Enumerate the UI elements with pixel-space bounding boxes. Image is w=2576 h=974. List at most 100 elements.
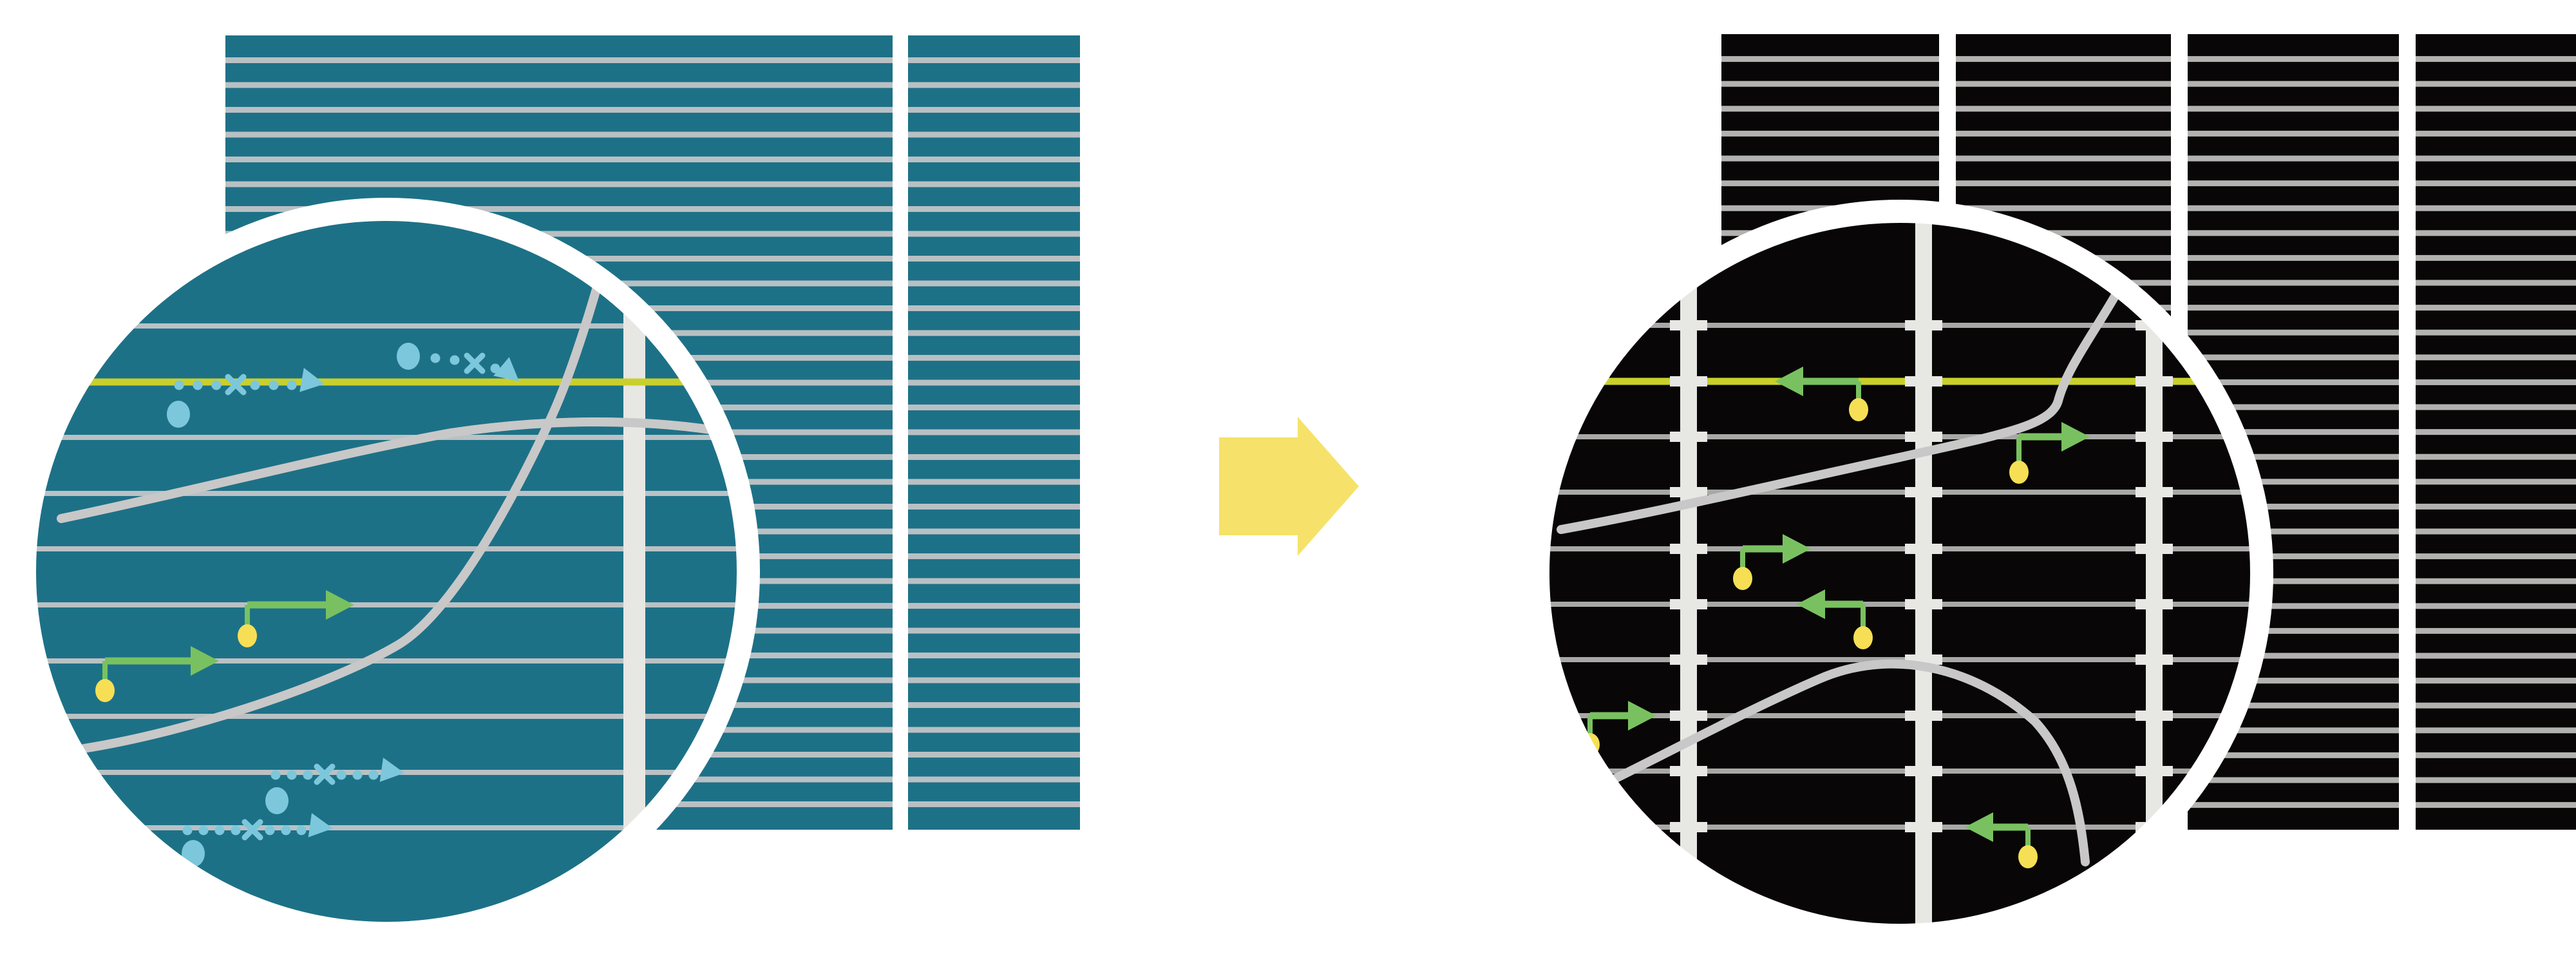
- finger-line: [2188, 130, 2399, 137]
- finger-line: [908, 479, 1080, 485]
- finger-line: [2416, 777, 2576, 783]
- electron-recombination-path: [265, 758, 404, 814]
- finger-line: [2188, 329, 2399, 336]
- green-arrowhead-icon: [1628, 701, 1656, 730]
- path-dot: [174, 380, 184, 390]
- green-arrowhead-icon: [1775, 367, 1803, 396]
- busbar-pad: [1905, 432, 1942, 442]
- finger-line: [2416, 503, 2576, 510]
- finger-line: [908, 454, 1080, 460]
- finger-line: [2188, 305, 2399, 311]
- busbar-pad: [1670, 766, 1707, 776]
- grain-boundary-curve: [1572, 659, 2090, 866]
- finger-line: [1956, 106, 2171, 112]
- finger-line: [2188, 727, 2399, 734]
- finger-line: [908, 603, 1080, 609]
- busbar: [2146, 222, 2163, 924]
- finger-line: [2416, 603, 2576, 609]
- finger-line: [2416, 553, 2576, 560]
- busbar-pad: [2136, 376, 2173, 387]
- x-mark-icon: [242, 819, 263, 841]
- magnified-finger-line: [35, 714, 737, 719]
- finger-line: [2416, 230, 2576, 236]
- finger-line: [908, 330, 1080, 336]
- finger-line: [2188, 503, 2399, 510]
- busbar-pad: [2136, 487, 2173, 497]
- finger-line: [908, 429, 1080, 435]
- path-dot: [193, 380, 203, 390]
- finger-line: [2188, 230, 2399, 236]
- finger-line: [2188, 702, 2399, 709]
- busbar-pad: [1670, 599, 1707, 609]
- path-dot: [430, 353, 440, 363]
- finger-line: [908, 206, 1080, 212]
- busbar: [1915, 222, 1932, 924]
- finger-line: [2416, 155, 2576, 162]
- magnified-finger-line: [1549, 323, 2251, 328]
- finger-line: [908, 231, 1080, 237]
- busbar-pad: [1905, 320, 1942, 330]
- finger-line: [2416, 429, 2576, 435]
- finger-line: [2416, 802, 2576, 808]
- finger-line: [225, 231, 893, 237]
- finger-line: [1721, 180, 1939, 187]
- finger-line: [2416, 56, 2576, 62]
- green-arrowhead-icon: [1965, 812, 1993, 842]
- finger-line: [2416, 528, 2576, 535]
- finger-line: [1956, 56, 2171, 62]
- finger-line: [1956, 81, 2171, 87]
- x-mark-icon: [314, 763, 336, 785]
- magnified-finger-line: [35, 435, 737, 440]
- finger-line: [908, 528, 1080, 535]
- path-dot: [269, 380, 279, 390]
- magnifier-ring: [13, 198, 760, 945]
- transform-arrow-icon: [1219, 417, 1359, 556]
- electron-dot: [167, 401, 190, 428]
- finger-line: [908, 355, 1080, 361]
- green-arrowhead-icon: [2061, 422, 2090, 452]
- path-dot: [281, 825, 291, 836]
- finger-line: [908, 107, 1080, 113]
- path-dot: [182, 825, 193, 836]
- finger-line: [908, 256, 1080, 262]
- carrier-collection-arrow: [95, 646, 219, 702]
- finger-line: [2416, 354, 2576, 361]
- finger-line: [2416, 280, 2576, 286]
- busbar-pad: [2136, 654, 2173, 665]
- x-mark-icon: [464, 352, 486, 374]
- finger-line: [2416, 106, 2576, 112]
- finger-line: [2416, 404, 2576, 410]
- magnified-finger-line: [1549, 434, 2251, 439]
- carrier-dot: [1853, 626, 1873, 649]
- finger-line: [908, 752, 1080, 758]
- finger-line: [908, 801, 1080, 807]
- magnified-finger-line: [35, 602, 737, 607]
- finger-line: [2188, 802, 2399, 808]
- finger-line: [2188, 155, 2399, 162]
- finger-line: [2188, 553, 2399, 560]
- finger-line: [1721, 130, 1939, 137]
- finger-line: [908, 553, 1080, 559]
- path-dot: [231, 825, 241, 836]
- magnified-finger-line: [1549, 602, 2251, 607]
- carrier-dot: [1733, 567, 1752, 590]
- path-dot: [296, 825, 307, 836]
- busbar-pad: [2136, 711, 2173, 721]
- finger-line: [2188, 627, 2399, 634]
- busbar-pad: [1670, 822, 1707, 832]
- finger-line: [908, 280, 1080, 287]
- finger-line: [908, 504, 1080, 510]
- highlighted-finger-line: [35, 378, 737, 386]
- finger-line: [2416, 627, 2576, 634]
- finger-line: [2416, 305, 2576, 311]
- finger-line: [908, 727, 1080, 733]
- path-dot: [211, 380, 222, 390]
- carrier-dot: [2009, 461, 2029, 484]
- busbar-pad: [2136, 766, 2173, 776]
- finger-line: [2188, 528, 2399, 535]
- green-arrowhead-icon: [191, 646, 219, 676]
- path-dot: [303, 770, 313, 780]
- finger-line: [225, 107, 893, 113]
- busbar-pad: [2136, 432, 2173, 442]
